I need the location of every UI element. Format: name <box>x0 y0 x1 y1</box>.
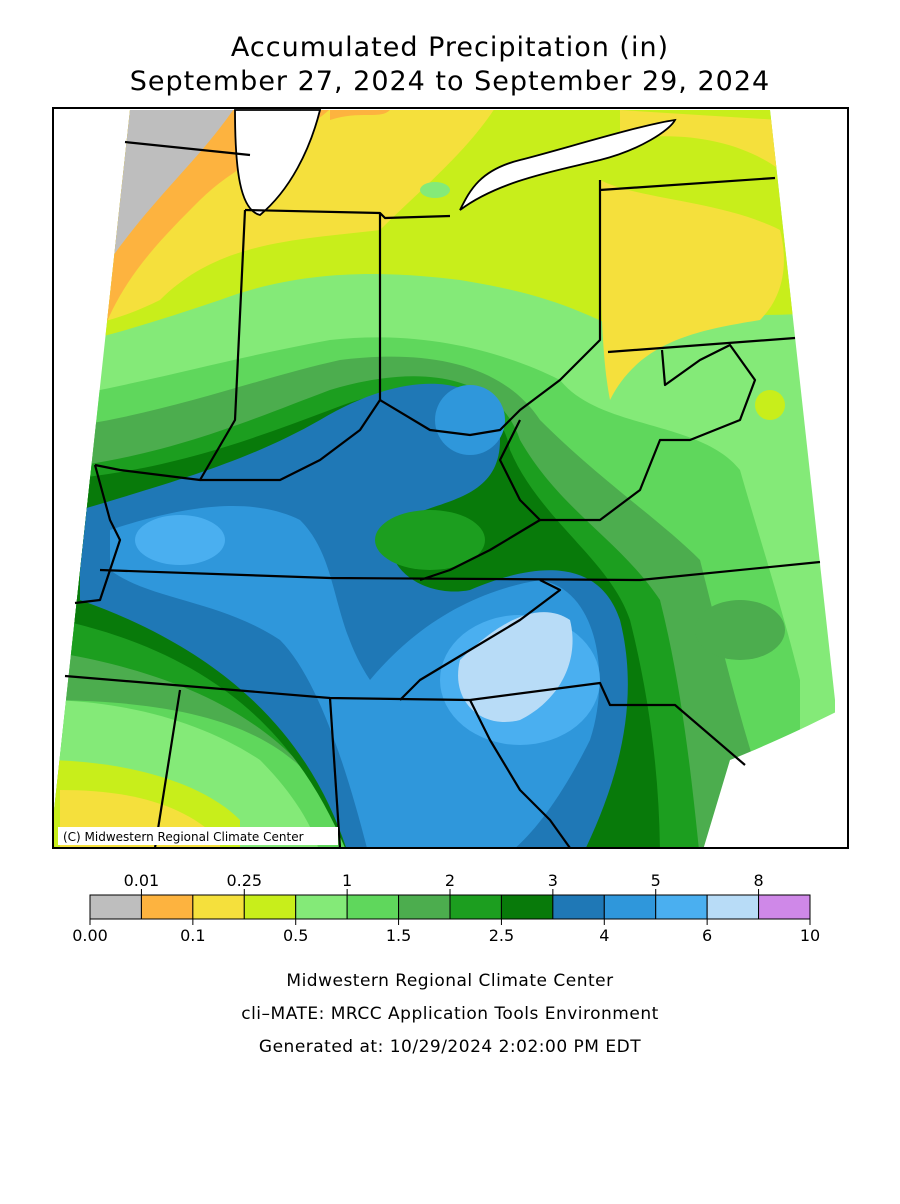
legend-label: 2.5 <box>489 926 514 945</box>
legend-swatch <box>449 894 502 920</box>
copyright-box <box>58 827 338 845</box>
legend-swatch <box>243 894 297 920</box>
legend-label: 0.5 <box>283 926 308 945</box>
legend: 0.00 0.01 0.1 0.25 0.5 1 1.5 2 2.5 3 4 5 6 8 10 <box>72 871 820 945</box>
footer-line: cli–MATE: MRCC Application Tools Environ… <box>241 1004 659 1024</box>
legend-label: 4 <box>599 926 609 945</box>
legend-label: 8 <box>753 871 763 890</box>
legend-label: 1 <box>342 871 352 890</box>
legend-swatch <box>552 894 605 920</box>
borders <box>52 107 849 849</box>
legend-swatch <box>500 894 554 920</box>
legend-swatch <box>346 894 400 920</box>
legend-label: 0.01 <box>124 871 160 890</box>
legend-label: 1.5 <box>386 926 411 945</box>
legend-label: 2 <box>445 871 455 890</box>
legend-swatch <box>295 894 348 920</box>
legend-swatch <box>192 894 245 920</box>
footer-line: Midwestern Regional Climate Center <box>286 971 613 991</box>
copyright: (C) Midwestern Regional Climate Center <box>63 830 304 844</box>
legend-label: 3 <box>548 871 558 890</box>
legend-swatch <box>140 894 194 920</box>
title: Accumulated Precipitation (in) <box>231 32 669 63</box>
precip-field <box>53 110 835 848</box>
legend-swatch <box>655 894 708 920</box>
legend-swatch <box>398 894 451 920</box>
footer-line: Generated at: 10/29/2024 2:02:00 PM EDT <box>259 1037 641 1057</box>
legend-swatch <box>89 894 142 920</box>
legend-label: 10 <box>800 926 820 945</box>
legend-label: 6 <box>702 926 712 945</box>
legend-label: 0.1 <box>180 926 205 945</box>
legend-swatch <box>706 894 760 920</box>
legend-swatch <box>603 894 657 920</box>
subtitle: September 27, 2024 to September 29, 2024 <box>130 66 770 97</box>
footer: Midwestern Regional Climate Center cli–MA… <box>241 971 659 1057</box>
legend-swatch <box>758 894 811 920</box>
legend-label: 5 <box>651 871 661 890</box>
legend-label: 0.00 <box>72 926 108 945</box>
legend-label: 0.25 <box>226 871 262 890</box>
